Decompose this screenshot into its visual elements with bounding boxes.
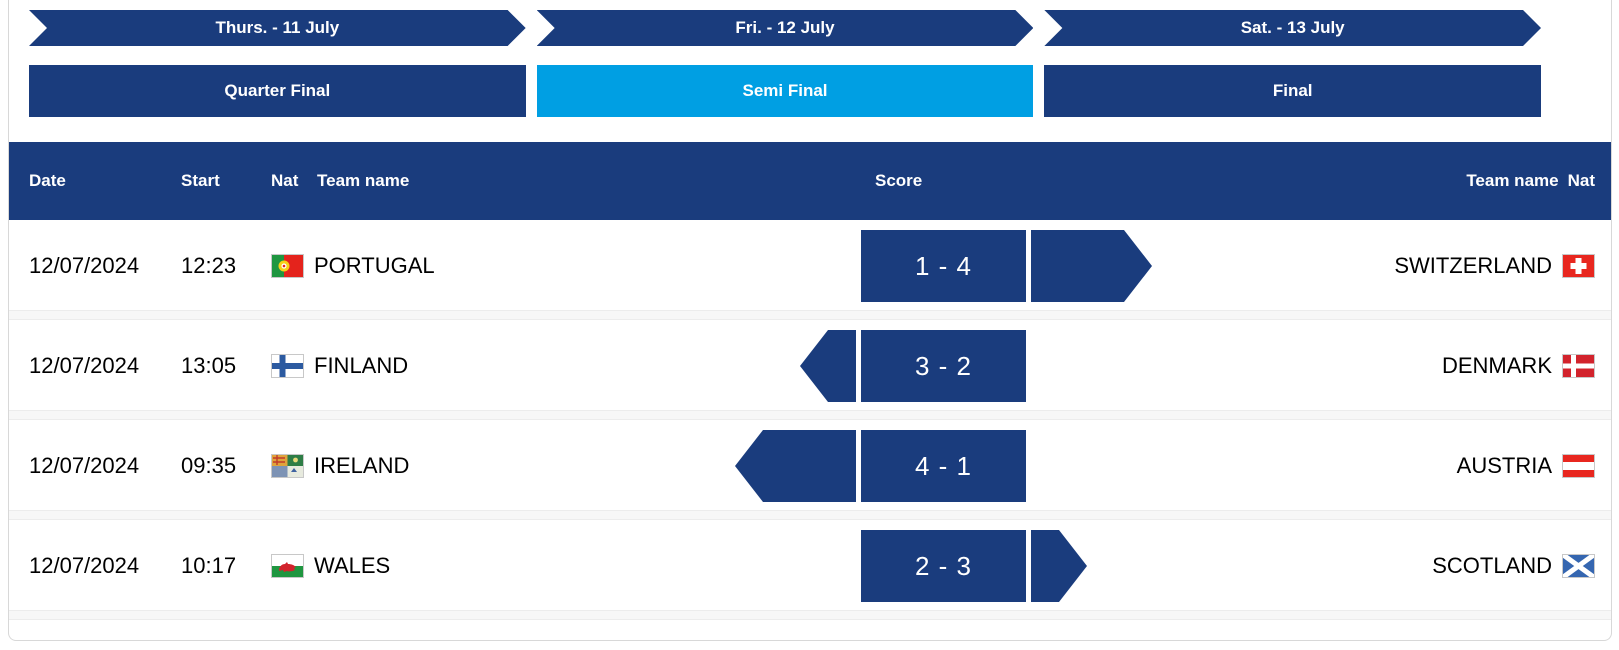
day-tab-label: Thurs. - 11 July [215, 18, 340, 37]
match-start-time: 12:23 [181, 253, 237, 278]
results-table-header: Date Start Nat Team name Score Team name… [9, 142, 1611, 220]
away-team-name: DENMARK [1441, 353, 1552, 378]
flag-finland-icon [271, 354, 304, 378]
stage-tab-label: Semi Final [742, 81, 828, 100]
header-team-away: Team name [1466, 171, 1559, 190]
stage-tab-label: Quarter Final [224, 81, 331, 100]
away-team-group: DENMARK [1442, 353, 1595, 379]
away-team-name: SWITZERLAND [1394, 253, 1552, 278]
day-tab-label: Sat. - 13 July [1240, 18, 1345, 37]
home-team-name: IRELAND [314, 453, 410, 478]
match-row[interactable]: 12/07/2024 12:23 PORTUGAL 1 - 4 SWITZERL… [9, 220, 1611, 320]
match-start-time: 10:17 [181, 553, 237, 578]
flag-austria-icon [1562, 454, 1595, 478]
match-start-time: 13:05 [181, 353, 237, 378]
day-tabs: Thurs. - 11 July Fri. - 12 July Sat. - 1… [29, 10, 1541, 46]
header-nat-away: Nat [1567, 171, 1595, 190]
flag-portugal-icon [271, 254, 304, 278]
match-date: 12/07/2024 [29, 353, 140, 378]
results-rows: 12/07/2024 12:23 PORTUGAL 1 - 4 SWITZERL… [9, 220, 1611, 620]
score-box: 2 - 3 [861, 530, 1026, 602]
away-team-group: AUSTRIA [1457, 453, 1595, 479]
match-start-time: 09:35 [181, 453, 237, 478]
winner-arrow-icon [800, 330, 856, 402]
match-row[interactable]: 12/07/2024 13:05 FINLAND 3 - 2 DENMARK [9, 320, 1611, 420]
winner-arrow-icon [1031, 230, 1152, 302]
away-team-group: SWITZERLAND [1394, 253, 1595, 279]
home-team-name: FINLAND [314, 353, 409, 378]
day-tab-friday[interactable]: Fri. - 12 July [537, 10, 1034, 46]
score-value: 3 - 2 [914, 350, 973, 381]
match-date: 12/07/2024 [29, 453, 140, 478]
day-tab-thursday[interactable]: Thurs. - 11 July [29, 10, 526, 46]
header-nat-home: Nat [271, 171, 299, 190]
home-team-name: PORTUGAL [314, 253, 435, 278]
header-team-home: Team name [317, 171, 410, 190]
score-value: 2 - 3 [914, 550, 973, 581]
match-date: 12/07/2024 [29, 253, 140, 278]
winner-arrow-icon [735, 430, 856, 502]
score-box: 3 - 2 [861, 330, 1026, 402]
match-row[interactable]: 12/07/2024 09:35 IRELAND 4 - 1 AUSTRIA [9, 420, 1611, 520]
winner-arrow-icon [1031, 530, 1087, 602]
away-team-group: SCOTLAND [1432, 553, 1595, 579]
flag-scotland-icon [1562, 554, 1595, 578]
away-team-name: AUSTRIA [1456, 453, 1552, 478]
score-box: 1 - 4 [861, 230, 1026, 302]
header-score: Score [875, 171, 923, 190]
bracket-panel: Thurs. - 11 July Fri. - 12 July Sat. - 1… [8, 0, 1612, 641]
stage-tab-quarter-final[interactable]: Quarter Final [29, 65, 526, 117]
flag-ireland-icon [271, 454, 304, 478]
score-box: 4 - 1 [861, 430, 1026, 502]
stage-tab-label: Final [1272, 81, 1313, 100]
day-tab-saturday[interactable]: Sat. - 13 July [1044, 10, 1541, 46]
away-team-name: SCOTLAND [1432, 553, 1552, 578]
home-team-name: WALES [314, 553, 391, 578]
flag-denmark-icon [1562, 354, 1595, 378]
day-tab-label: Fri. - 12 July [735, 18, 835, 37]
match-date: 12/07/2024 [29, 553, 140, 578]
score-value: 4 - 1 [914, 450, 973, 481]
stage-tab-final[interactable]: Final [1044, 65, 1542, 117]
header-start: Start [181, 171, 220, 190]
flag-switzerland-icon [1562, 254, 1595, 278]
match-row[interactable]: 12/07/2024 10:17 WALES 2 - 3 SCOTLAND [9, 520, 1611, 620]
stage-tab-semi-final[interactable]: Semi Final [536, 65, 1034, 117]
score-value: 1 - 4 [914, 250, 973, 281]
header-away-group: Team name Nat [1466, 171, 1595, 191]
stage-tabs: Quarter Final Semi Final Final [29, 65, 1542, 117]
header-date: Date [29, 171, 66, 190]
flag-wales-icon [271, 554, 304, 578]
